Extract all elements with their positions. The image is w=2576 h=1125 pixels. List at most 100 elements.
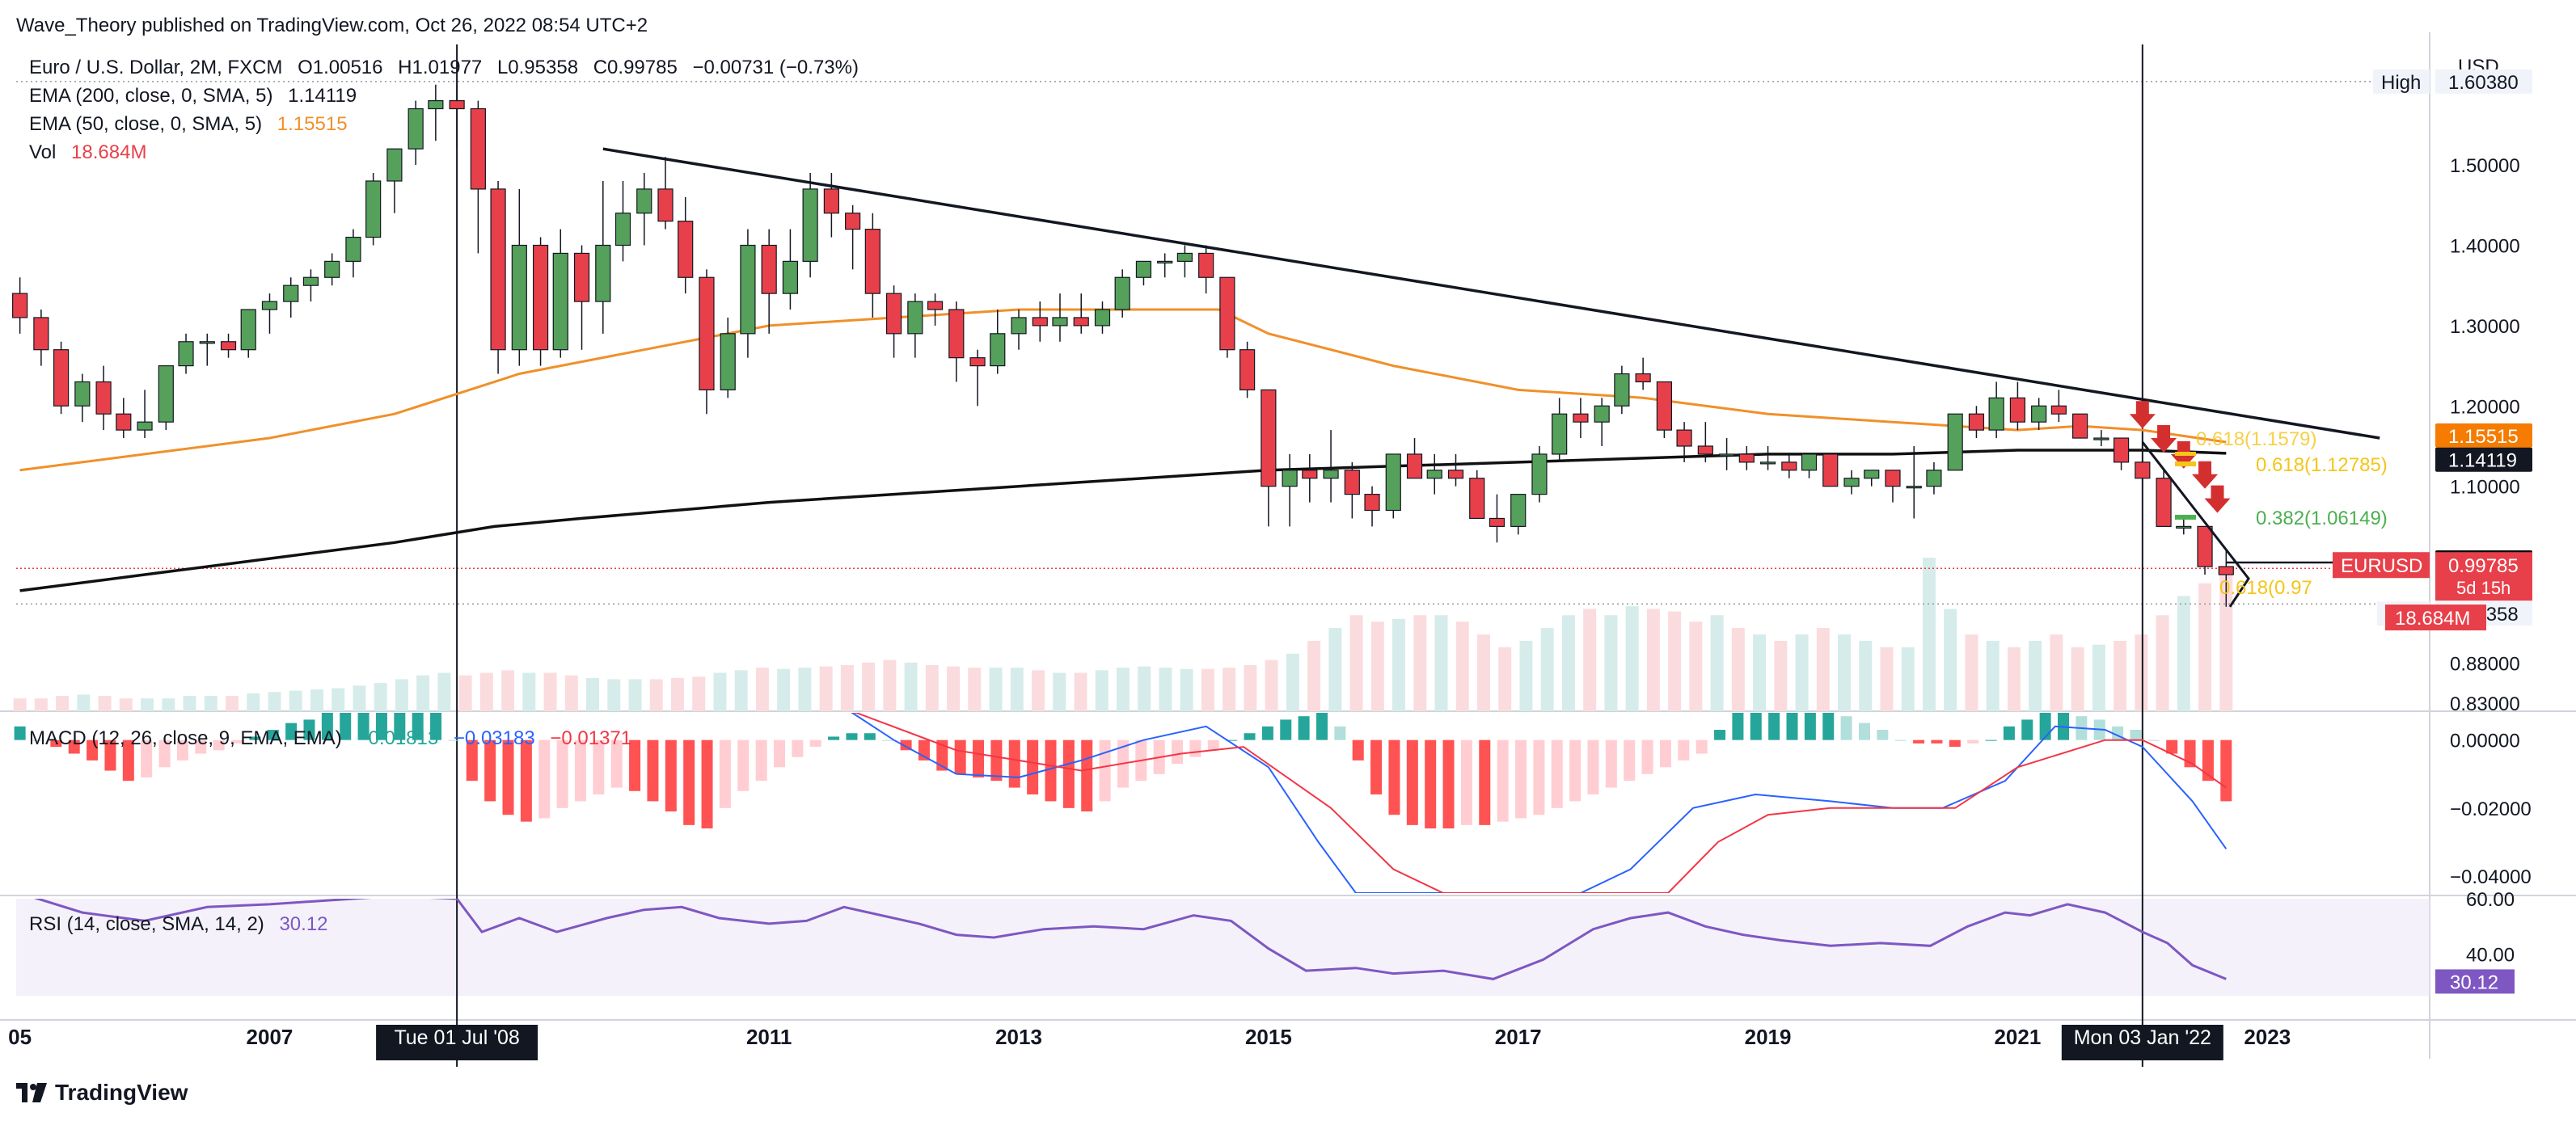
candle [470,100,486,254]
macd-histogram-bar [249,736,261,740]
candle [2072,413,2088,439]
macd-histogram-bar [755,739,767,782]
macd-line [851,713,2228,893]
volume-bar [628,679,642,711]
macd-histogram-bar [1786,713,1798,740]
macd-histogram-bar [719,739,731,808]
macd-histogram-bar [629,739,641,791]
candle [53,341,70,415]
candle-body [595,244,611,302]
macd-histogram-bar [737,739,750,791]
volume-bar [1944,609,1957,711]
macd-histogram-bar [610,739,623,788]
candle [1510,494,1527,535]
candle [116,398,132,439]
macd-value-2: −0.03183 [453,727,535,749]
candle [1801,453,1818,478]
candle-body [1364,494,1380,512]
macd-value-3: −0.01371 [550,727,632,749]
candle-body [261,301,278,310]
volume-bar [1095,670,1109,711]
symbol-tag-bg [2333,552,2430,579]
macd-legend[interactable]: MACD (12, 26, close, 9, EMA, EMA) −0.018… [29,727,641,750]
macd-histogram-bar [104,739,116,771]
volume-bar [1838,634,1852,711]
volume-bar [458,675,472,711]
candle [2218,550,2234,607]
ema50-line [19,308,2227,472]
candle [720,317,736,398]
candle-body [552,252,568,351]
macd-histogram-bar [1858,723,1870,740]
candle-body [1885,470,1901,487]
macd-histogram-bar [1280,719,1292,740]
volume-bar [1116,668,1130,711]
candle [845,204,861,270]
rsi-legend[interactable]: RSI (14, close, SMA, 14, 2) 30.12 [29,913,338,936]
high-price-label-bg [2435,69,2532,94]
candle [1094,301,1111,334]
rsi-axis-tick: 40.00 [2466,945,2515,967]
candle-body [740,244,756,335]
candle-body [1864,470,1880,479]
tradingview-logo[interactable]: TradingView [16,1080,188,1106]
volume-bar [862,662,876,711]
candle [365,173,382,246]
candle-body [1759,461,1776,465]
symbol-title[interactable]: Euro / U.S. Dollar, 2M, FXCM [29,57,283,78]
macd-histogram-bar [1226,739,1238,741]
candle [1885,470,1901,503]
volume-bar [543,672,557,711]
elliott-projection-path [2141,441,2250,608]
candle [552,229,568,358]
ohlc-low: L0.95358 [496,57,579,78]
time-cursor-bg [2061,1025,2223,1060]
candle-body [1052,317,1068,327]
volume-bar [2029,640,2042,711]
candle [1635,357,1651,390]
rsi-value: 30.12 [279,913,328,935]
macd-histogram-bar [774,739,786,768]
candle-body [220,341,237,351]
candle [1469,470,1485,520]
candle [907,293,923,358]
macd-histogram-bar [357,713,370,740]
macd-histogram-bar [14,726,26,740]
candle-body [1676,429,1692,447]
time-cursor-bg [376,1025,538,1060]
macd-histogram-bar [1985,739,1997,741]
candle-body [1447,470,1464,479]
candle [1781,453,1797,478]
vol-legend[interactable]: Vol 18.684M [29,141,156,164]
volume-bar [2156,615,2169,711]
candle-body [1635,373,1651,383]
ohlc-open: O1.00516 [298,57,383,78]
candle [678,196,694,294]
macd-histogram-bar [1551,739,1563,808]
volume-bar [1265,659,1278,711]
ema50-axis-label-bg [2435,423,2532,448]
volume-bar [564,675,578,711]
candle [178,333,194,374]
macd-histogram-bar [1479,739,1491,825]
ema50-legend[interactable]: EMA (50, close, 0, SMA, 5) 1.15515 [29,113,357,136]
time-axis-tick: 2007 [247,1025,293,1049]
volume-bar [1922,558,1936,711]
candle [782,229,799,310]
macd-histogram-bar [1207,739,1219,751]
candle-body [969,357,986,367]
volume-bar [437,672,451,711]
volume-bar [56,696,70,711]
candle [12,277,28,334]
candle-body [885,293,902,335]
volume-bar [1413,615,1427,711]
fib-level-label: 0.382(1.06149) [2256,508,2388,529]
vol-label: Vol [29,141,57,163]
ema200-legend[interactable]: EMA (200, close, 0, SMA, 5) 1.14119 [29,85,366,107]
macd-histogram-bar [1533,739,1545,815]
bearish-arrow-marker [2129,401,2156,429]
candle [2156,470,2172,527]
candle [511,188,527,366]
candle-body [1011,317,1027,335]
